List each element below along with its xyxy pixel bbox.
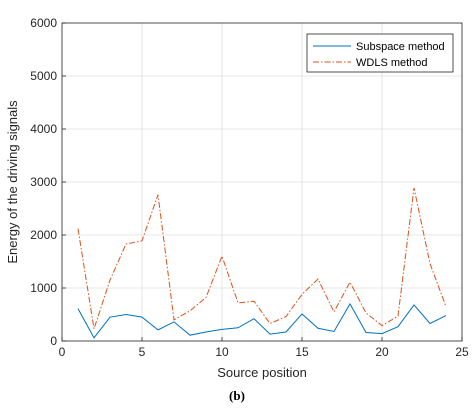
legend-box	[306, 33, 454, 73]
y-tick-label: 1000	[30, 281, 57, 295]
x-tick-label: 10	[215, 345, 229, 359]
figure-caption: (b)	[229, 388, 245, 403]
y-axis-ticks: 0 1000 2000 3000 4000 5000 6000	[30, 16, 66, 348]
legend: Subspace method WDLS method	[306, 33, 454, 73]
y-tick-label: 0	[50, 334, 57, 348]
x-tick-label: 5	[139, 345, 146, 359]
series-line-wdls-method	[77, 187, 447, 329]
legend-label-wdls: WDLS method	[356, 57, 428, 69]
y-axis-label: Energy of the driving signals	[5, 100, 20, 264]
y-tick-label: 4000	[30, 122, 57, 136]
y-tick-label: 2000	[30, 228, 57, 242]
series-line-subspace-method	[77, 302, 447, 339]
x-tick-label: 20	[375, 345, 389, 359]
x-tick-label: 15	[295, 345, 309, 359]
x-axis-label: Source position	[217, 365, 307, 380]
line-chart: 0 5 10 15 20 25 0 1000 2000 3000 4000 5000 6000 Sou…	[5, 16, 469, 380]
y-tick-label: 3000	[30, 175, 57, 189]
y-tick-label: 5000	[30, 69, 57, 83]
legend-label-subspace: Subspace method	[356, 41, 445, 53]
x-axis-ticks: 0 5 10 15 20 25	[59, 337, 469, 359]
x-tick-label: 0	[59, 345, 66, 359]
x-tick-label: 25	[455, 345, 469, 359]
series-group	[77, 187, 447, 339]
y-tick-label: 6000	[30, 16, 57, 30]
